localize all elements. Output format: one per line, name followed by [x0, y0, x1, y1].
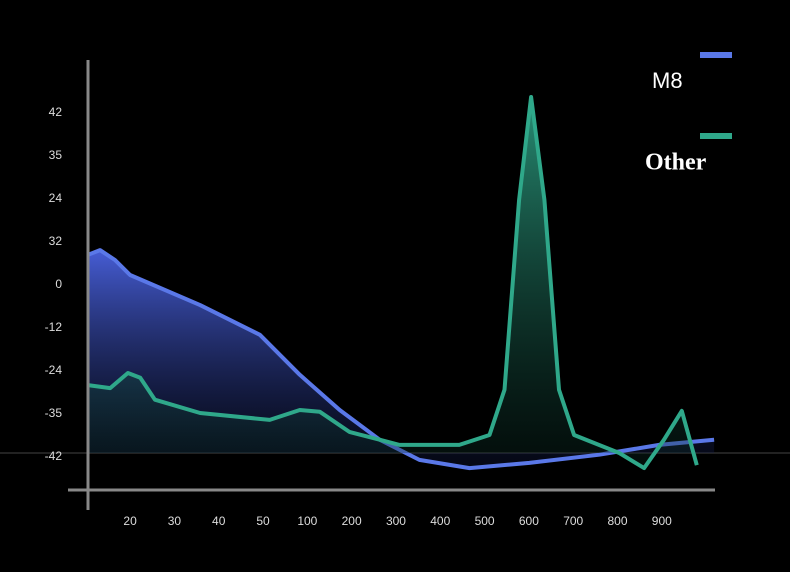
- y-tick-label: 24: [49, 191, 63, 205]
- x-tick-label: 200: [342, 514, 362, 528]
- y-tick-label: -12: [45, 320, 63, 334]
- line: [87, 95, 699, 471]
- legend-swatch: [700, 133, 732, 139]
- x-tick-label: 400: [430, 514, 450, 528]
- y-tick-label: 0: [55, 277, 62, 291]
- x-tick-label: 100: [297, 514, 317, 528]
- x-tick-label: 30: [168, 514, 182, 528]
- x-tick-label: 600: [519, 514, 539, 528]
- x-tick-label: 700: [563, 514, 583, 528]
- area: [88, 97, 697, 469]
- y-tick-label: 42: [49, 105, 63, 119]
- legend-label: Other: [645, 150, 707, 176]
- x-tick-label: 800: [608, 514, 628, 528]
- y-tick-label: -35: [45, 406, 63, 420]
- x-tick-label: 500: [475, 514, 495, 528]
- legend-swatch: [700, 52, 732, 58]
- x-tick-label: 40: [212, 514, 226, 528]
- x-tick-label: 900: [652, 514, 672, 528]
- y-tick-label: 35: [49, 148, 63, 162]
- y-tick-label: -24: [45, 363, 63, 377]
- y-tick-label: -42: [45, 449, 63, 463]
- y-tick-label: 32: [49, 234, 63, 248]
- area: [88, 250, 715, 469]
- line: [87, 248, 715, 471]
- legend-label: M8: [652, 68, 683, 93]
- x-tick-label: 50: [256, 514, 270, 528]
- x-tick-label: 300: [386, 514, 406, 528]
- x-tick-label: 20: [123, 514, 137, 528]
